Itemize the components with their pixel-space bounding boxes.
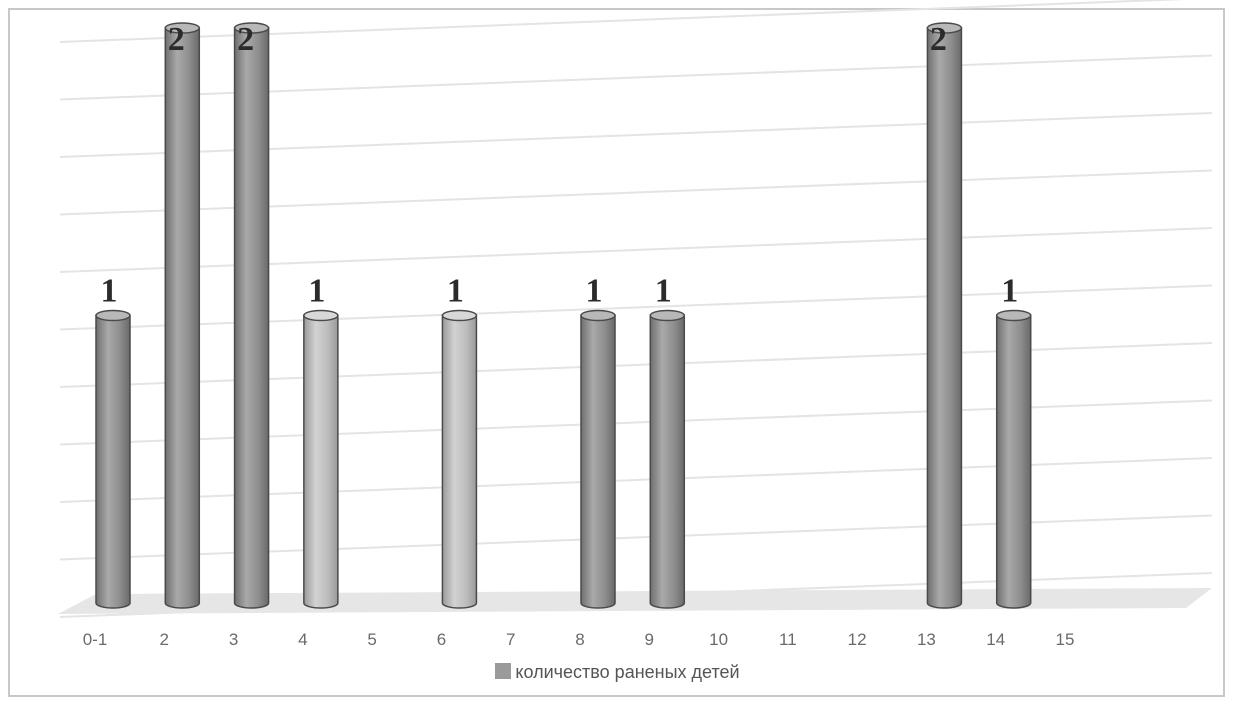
gridline [59, 514, 1213, 561]
data-label: 1 [447, 273, 464, 310]
x-tick-label: 11 [779, 630, 797, 649]
x-tick-label: 15 [1056, 630, 1075, 649]
legend-label: количество раненых детей [515, 662, 740, 682]
bars-group [95, 22, 1032, 609]
gridline [59, 0, 1186, 43]
x-tick-label: 12 [848, 630, 867, 649]
bar [164, 22, 201, 609]
x-tick-label: 6 [437, 630, 446, 649]
data-labels: 1 2 2 1 1 1 1 2 1 [101, 21, 1019, 310]
x-tick-label: 14 [986, 630, 1005, 649]
x-tick-label: 5 [367, 630, 376, 649]
data-label: 1 [101, 273, 118, 310]
x-tick-label: 3 [229, 630, 238, 649]
data-label: 2 [930, 21, 947, 58]
data-label: 2 [168, 21, 185, 58]
gridline [59, 227, 1213, 273]
x-tick-label: 7 [506, 630, 515, 649]
x-tick-label: 9 [645, 630, 654, 649]
bar [580, 309, 616, 609]
gridline [59, 399, 1213, 446]
x-tick-label: 8 [575, 630, 584, 649]
gridline [59, 342, 1213, 388]
x-tick-label: 13 [917, 630, 936, 649]
chart-floor [58, 588, 1212, 614]
gridline [59, 112, 1213, 158]
data-label: 1 [1001, 273, 1018, 310]
bar [303, 309, 339, 609]
bar [95, 309, 131, 609]
data-label: 1 [655, 273, 672, 310]
bar [649, 309, 686, 609]
x-tick-label: 2 [160, 630, 169, 649]
gridline [59, 284, 1213, 331]
gridline [59, 54, 1213, 101]
legend: количество раненых детей [0, 662, 1235, 683]
data-label: 1 [308, 273, 325, 310]
data-label: 2 [237, 21, 254, 58]
x-tick-label: 0-1 [83, 630, 108, 649]
bar [233, 22, 270, 609]
x-tick-label: 4 [298, 630, 307, 649]
bar [441, 309, 478, 609]
x-axis-tick-labels: 0-1 2 3 4 5 6 7 8 9 10 11 12 13 14 15 [83, 630, 1075, 649]
gridlines [59, 0, 1213, 618]
x-tick-label: 10 [709, 630, 728, 649]
data-label: 1 [586, 273, 603, 310]
gridline [59, 457, 1213, 503]
legend-swatch [495, 663, 512, 679]
gridline [59, 169, 1213, 216]
bar [995, 309, 1032, 609]
bar [926, 22, 963, 609]
